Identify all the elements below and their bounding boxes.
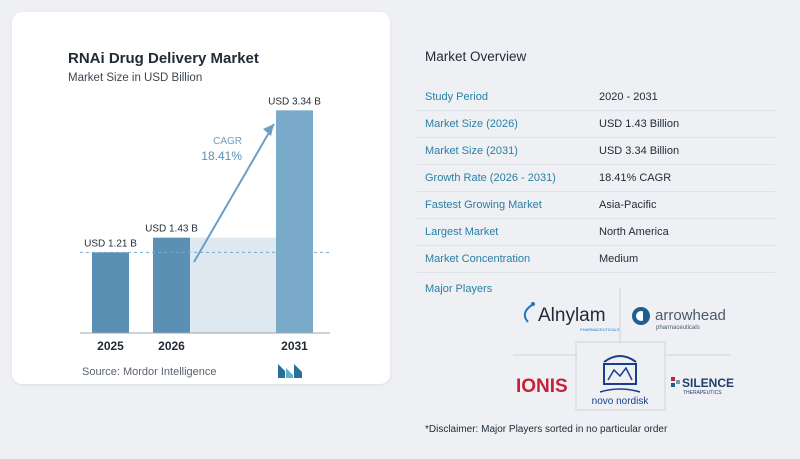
svg-text:SILENCE: SILENCE [682, 376, 734, 390]
overview-value: 18.41% CAGR [591, 164, 775, 192]
mordor-logo [278, 364, 302, 378]
major-players-label: Major Players [425, 283, 493, 295]
bar-chart: USD 1.21 B USD 1.43 B USD 3.34 B 2025 2026 20… [80, 96, 330, 353]
overview-row: Market Concentration Medium [417, 245, 775, 273]
bar-2031 [276, 110, 313, 333]
cagr-arrow [193, 123, 275, 263]
overview-label: Largest Market [417, 218, 591, 246]
overview-value: Medium [591, 245, 775, 273]
x-tick-2026: 2026 [158, 339, 185, 353]
silence-logo: SILENCE THERAPEUTICS [671, 376, 734, 396]
svg-text:pharmaceuticals: pharmaceuticals [656, 325, 700, 331]
data-label-2026: USD 1.43 B [145, 224, 198, 235]
chart-title: RNAi Drug Delivery Market [68, 50, 259, 67]
alnylam-logo: Alnylam PHARMACEUTICALS [523, 302, 620, 332]
growth-shade [190, 237, 276, 333]
svg-text:IONIS: IONIS [516, 376, 568, 397]
cagr-value: 18.41% [201, 149, 242, 163]
overview-value: North America [591, 218, 775, 246]
x-tick-2031: 2031 [281, 339, 308, 353]
overview-row: Study Period 2020 - 2031 [417, 84, 775, 111]
cagr-arrowhead [263, 124, 274, 136]
arrowhead-logo: arrowhead pharmaceuticals [632, 307, 726, 331]
svg-text:PHARMACEUTICALS: PHARMACEUTICALS [580, 327, 620, 332]
svg-text:arrowhead: arrowhead [655, 307, 726, 324]
cagr-label: CAGR [213, 136, 242, 147]
overview-label: Study Period [417, 84, 591, 111]
overview-row: Market Size (2026) USD 1.43 Billion [417, 110, 775, 138]
overview-row: Largest Market North America [417, 218, 775, 246]
disclaimer: *Disclaimer: Major Players sorted in no … [425, 424, 668, 435]
overview-row: Fastest Growing Market Asia-Pacific [417, 191, 775, 219]
overview-row: Market Size (2031) USD 3.34 Billion [417, 137, 775, 165]
overview-label: Market Concentration [417, 245, 591, 273]
overview-label: Market Size (2031) [417, 137, 591, 165]
svg-text:Alnylam: Alnylam [538, 305, 606, 326]
overview-value: USD 1.43 Billion [591, 110, 775, 138]
source-note: Source: Mordor Intelligence [82, 366, 217, 378]
svg-text:novo nordisk: novo nordisk [592, 396, 650, 407]
overview-value: USD 3.34 Billion [591, 137, 775, 165]
overview-label: Market Size (2026) [417, 110, 591, 138]
chart-subtitle: Market Size in USD Billion [68, 72, 203, 84]
data-label-2025: USD 1.21 B [84, 238, 137, 249]
x-tick-2025: 2025 [97, 339, 124, 353]
overview-table: Study Period 2020 - 2031 Market Size (2026… [417, 84, 775, 273]
overview-label: Growth Rate (2026 - 2031) [417, 164, 591, 192]
novo-nordisk-logo: novo nordisk [592, 355, 650, 407]
bar-2025 [92, 252, 129, 333]
overview-label: Fastest Growing Market [417, 191, 591, 219]
svg-text:THERAPEUTICS: THERAPEUTICS [683, 390, 722, 396]
bar-2026 [153, 237, 190, 333]
overview-value: 2020 - 2031 [591, 84, 775, 111]
overview-row: Growth Rate (2026 - 2031) 18.41% CAGR [417, 164, 775, 192]
overview-title: Market Overview [425, 49, 527, 64]
overview-value: Asia-Pacific [591, 191, 775, 219]
data-label-2031: USD 3.34 B [268, 96, 321, 107]
ionis-logo: IONIS [516, 376, 568, 397]
